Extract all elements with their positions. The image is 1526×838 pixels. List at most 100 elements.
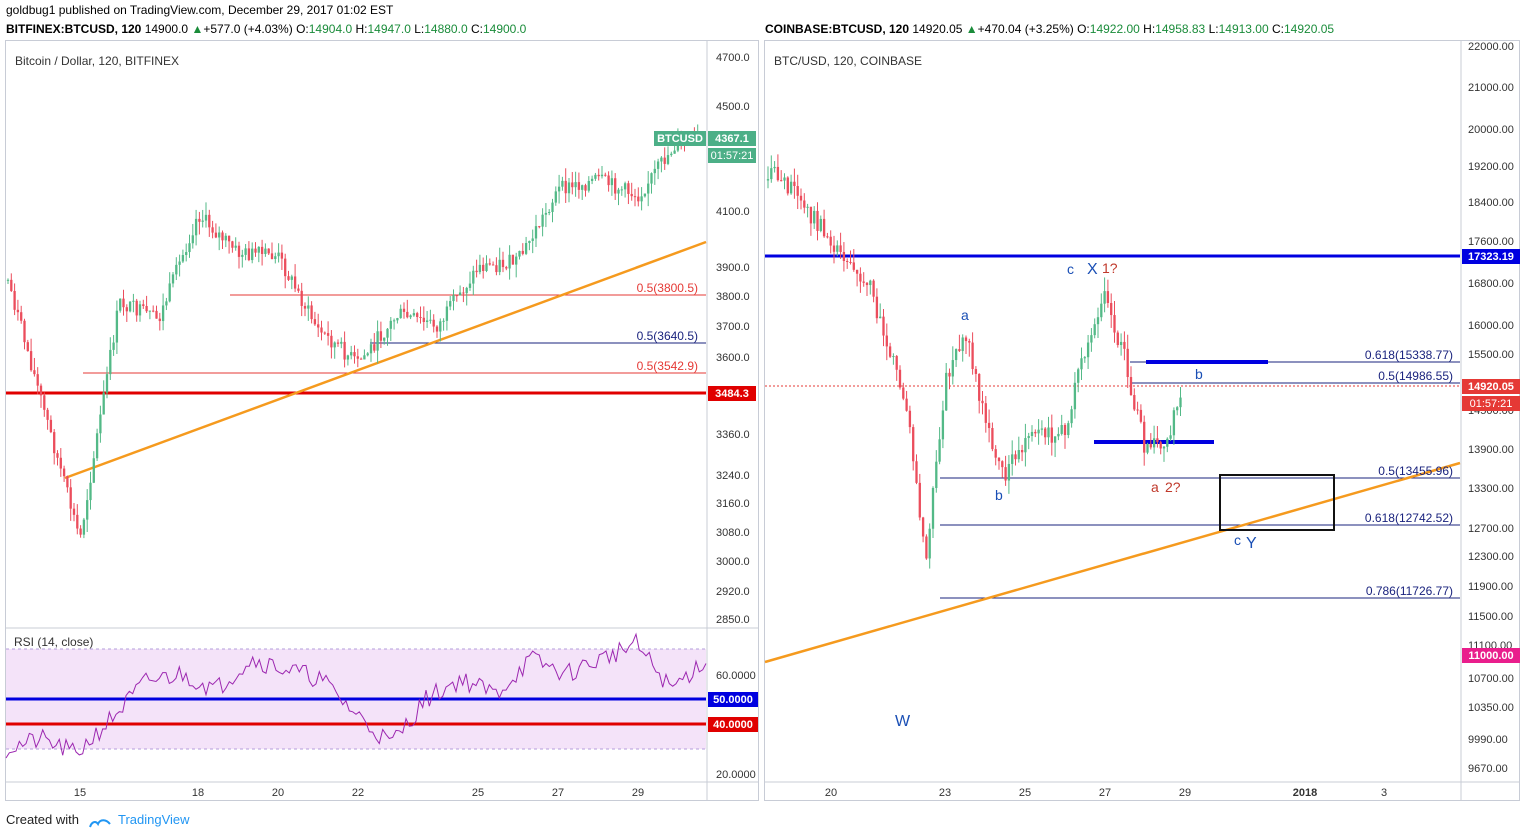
candle-body <box>465 287 468 294</box>
candle-body <box>419 317 422 319</box>
candle-body <box>1093 324 1096 336</box>
candle-body <box>1146 443 1149 453</box>
candle-body <box>564 180 567 194</box>
left-c-label: C: <box>470 22 483 36</box>
right-fib-labels: 0.618(15338.77) 0.5(14986.55) 0.5(13455.… <box>1365 348 1453 598</box>
candle-body <box>175 264 178 275</box>
candle-body <box>396 318 399 321</box>
candle-body <box>1024 438 1027 453</box>
right-candles <box>766 154 1182 569</box>
left-y-tick: 4100.0 <box>716 206 750 218</box>
candle-body <box>260 246 264 254</box>
left-h-label: H: <box>355 22 368 36</box>
candle-body <box>359 358 363 360</box>
right-y-tick: 10350.00 <box>1468 702 1514 714</box>
wave-label: W <box>895 713 911 730</box>
candle-body <box>389 320 392 329</box>
candle-body <box>879 316 882 319</box>
candle-body <box>168 283 171 302</box>
candle-body <box>95 433 99 459</box>
right-x-tick: 27 <box>1099 787 1111 799</box>
candle-body <box>251 248 254 261</box>
candle-body <box>287 276 290 280</box>
right-close: 14920.05 <box>1284 22 1335 36</box>
right-y-tick: 22000.00 <box>1468 41 1514 53</box>
right-y-tick: 11900.00 <box>1468 581 1513 593</box>
candle-body <box>816 210 819 231</box>
candle-body <box>468 283 472 288</box>
candle-body <box>43 395 46 410</box>
candle-body <box>872 280 875 297</box>
candle-body <box>1116 332 1119 346</box>
right-y-tick: 15500.00 <box>1468 349 1514 361</box>
candle-body <box>1077 369 1080 383</box>
candle-body <box>89 482 92 501</box>
left-trendline[interactable] <box>64 240 707 480</box>
candle-body <box>366 353 369 356</box>
wave-label: c <box>1067 261 1074 277</box>
candle-body <box>264 248 267 254</box>
candle-body <box>155 310 158 319</box>
candle-body <box>59 457 62 469</box>
candle-body <box>472 270 475 284</box>
candle-body <box>488 263 491 265</box>
left-y-tick: 3160.0 <box>716 498 750 510</box>
candle-body <box>1110 302 1113 316</box>
left-x-tick: 27 <box>552 787 564 799</box>
candle-body <box>1159 442 1162 449</box>
candle-body <box>379 331 383 341</box>
wave-label: a <box>961 307 969 323</box>
tradingview-logo-icon[interactable] <box>88 816 111 827</box>
right-y-tick: 12700.00 <box>1468 523 1514 535</box>
candle-body <box>373 344 376 351</box>
candle-body <box>617 189 620 194</box>
right-symbol-line: COINBASE:BTCUSD, 120 14920.05 ▲+470.04 (… <box>765 22 1334 36</box>
candle-body <box>307 305 310 309</box>
candle-body <box>326 333 330 336</box>
candle-body <box>270 253 274 260</box>
author-name[interactable]: goldbug1 <box>6 3 56 17</box>
right-last-price-badge <box>1462 379 1520 394</box>
candle-body <box>898 369 902 388</box>
candle-body <box>859 273 862 282</box>
candle-body <box>152 310 155 312</box>
candle-body <box>201 220 204 222</box>
candle-body <box>663 157 666 164</box>
left-y-tick: 3000.0 <box>716 556 750 568</box>
candle-body <box>796 186 799 196</box>
rsi-level-label: 40.0000 <box>713 719 753 731</box>
candle-body <box>915 461 918 483</box>
candle-body <box>600 174 604 177</box>
candle-body <box>604 174 607 176</box>
candle-body <box>882 316 885 336</box>
candle-body <box>544 212 548 215</box>
candle-body <box>803 200 806 208</box>
candle-body <box>839 245 842 252</box>
candle-body <box>310 305 313 320</box>
candle-body <box>26 342 29 352</box>
candle-body <box>584 185 587 191</box>
candle-body <box>1086 342 1090 358</box>
right-x-tick: 3 <box>1381 787 1387 799</box>
candle-body <box>534 226 538 239</box>
candle-body <box>627 183 630 194</box>
price-badge-symbol-text: BTCUSD <box>657 133 703 145</box>
target-box[interactable] <box>1219 474 1335 531</box>
right-y-tick: 12300.00 <box>1468 551 1514 563</box>
candle-body <box>280 252 284 259</box>
left-close: 14900.0 <box>482 22 527 36</box>
price-badge-symbol <box>654 131 706 146</box>
candle-body <box>941 410 945 440</box>
right-h-label: H: <box>1143 22 1156 36</box>
footer-brand[interactable]: TradingView <box>118 812 190 827</box>
candle-body <box>128 301 132 312</box>
candle-body <box>132 300 135 302</box>
candle-body <box>786 177 789 194</box>
candle-body <box>29 351 33 371</box>
candle-body <box>1169 435 1172 439</box>
candle-body <box>1090 335 1093 343</box>
right-trendline[interactable] <box>764 461 1461 664</box>
rsi-level-label: 20.0000 <box>716 769 756 781</box>
left-y-tick: 3360.0 <box>716 429 750 441</box>
